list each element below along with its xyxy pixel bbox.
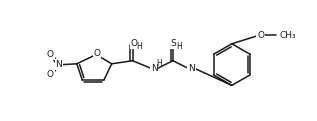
Text: N: N <box>188 64 195 73</box>
Text: O: O <box>47 50 54 59</box>
Text: N: N <box>151 64 158 73</box>
Text: O: O <box>94 49 100 57</box>
Text: O: O <box>257 31 264 40</box>
Text: H: H <box>176 42 182 51</box>
Text: N: N <box>55 60 62 69</box>
Text: O: O <box>47 70 54 79</box>
Text: H: H <box>156 59 162 68</box>
Text: S: S <box>171 39 177 48</box>
Text: CH₃: CH₃ <box>280 31 296 40</box>
Text: O: O <box>131 39 138 48</box>
Text: H: H <box>136 42 142 51</box>
